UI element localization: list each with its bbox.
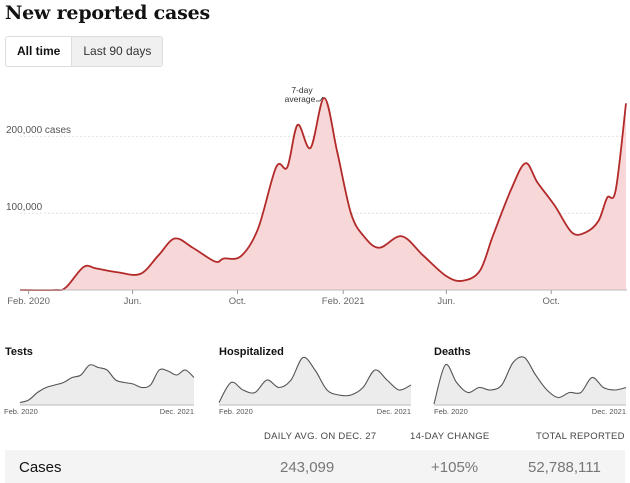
annotation-label: average	[285, 94, 316, 104]
small-chart-line	[433, 356, 627, 405]
daily-avg-header: DAILY AVG. ON DEC. 27	[264, 431, 377, 442]
cases-stats-row: Cases 243,099 +105% 52,788,111	[5, 450, 625, 483]
annotation-label: 7-day	[291, 85, 313, 95]
tab-last-90-days[interactable]: Last 90 days	[71, 37, 163, 66]
time-range-tabs: All time Last 90 days	[5, 36, 164, 67]
cases-area	[20, 97, 626, 291]
change-value: +105%	[431, 459, 479, 476]
total-value: 52,788,111	[528, 459, 601, 476]
small-charts: Feb. 2020 Dec. 2021 Feb. 2020 Dec. 2021 …	[4, 356, 627, 416]
cases-chart: 200,000 cases 100,000 Feb. 2020 Jun. Oct. F…	[6, 85, 627, 307]
x-tick-label: Jun.	[124, 296, 142, 307]
x-tick-label: Feb. 2021	[322, 296, 365, 307]
total-header: TOTAL REPORTED	[536, 431, 625, 442]
small-chart-area	[434, 356, 626, 405]
deaths-start-label: Feb. 2020	[434, 407, 468, 416]
x-tick-label: Oct.	[229, 296, 246, 307]
y-tick-label: 200,000 cases	[6, 125, 71, 136]
page-title: New reported cases	[5, 2, 211, 24]
hospitalized-end-label: Dec. 2021	[377, 407, 411, 416]
small-chart-area	[20, 364, 194, 405]
small-chart-line	[19, 364, 195, 404]
deaths-end-label: Dec. 2021	[592, 407, 626, 416]
x-tick-label: Jun.	[437, 296, 455, 307]
tests-end-label: Dec. 2021	[160, 407, 194, 416]
change-header: 14-DAY CHANGE	[410, 431, 490, 442]
x-tick-label: Feb. 2020	[7, 296, 50, 307]
tests-start-label: Feb. 2020	[4, 407, 38, 416]
daily-avg-value: 243,099	[280, 459, 335, 476]
annotation-pointer	[316, 96, 324, 102]
tests-title: Tests	[5, 346, 33, 358]
hospitalized-start-label: Feb. 2020	[219, 407, 253, 416]
small-chart-area	[219, 357, 411, 405]
x-tick-label: Oct.	[543, 296, 560, 307]
hospitalized-title: Hospitalized	[219, 346, 284, 358]
y-tick-label: 100,000	[6, 202, 43, 213]
cases-line	[19, 97, 627, 292]
small-chart-line	[218, 356, 412, 403]
tab-all-time[interactable]: All time	[6, 37, 72, 66]
deaths-title: Deaths	[434, 346, 471, 358]
cases-row-label: Cases	[19, 459, 62, 476]
